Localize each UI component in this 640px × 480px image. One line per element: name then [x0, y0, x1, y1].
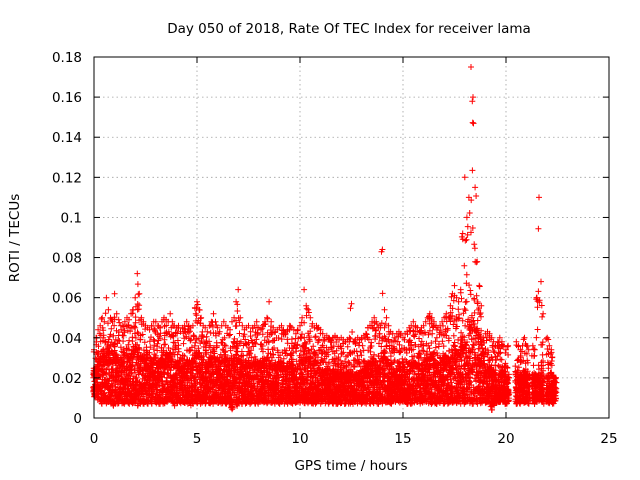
data-point — [134, 281, 141, 288]
data-point — [121, 318, 128, 325]
data-point — [120, 338, 127, 345]
data-point — [135, 344, 142, 351]
data-point — [167, 310, 174, 317]
data-point — [125, 341, 132, 348]
data-point — [359, 342, 366, 349]
data-point — [301, 286, 308, 293]
data-point — [141, 339, 148, 346]
data-point — [381, 306, 388, 313]
data-point — [99, 314, 106, 321]
data-point — [111, 322, 118, 329]
chart-title: Day 050 of 2018, Rate Of TEC Index for r… — [167, 21, 531, 37]
data-point — [233, 322, 240, 329]
data-point — [129, 338, 136, 345]
data-point — [110, 332, 117, 339]
data-point — [95, 343, 102, 350]
data-point — [94, 351, 101, 358]
data-point — [123, 345, 130, 352]
data-point — [235, 286, 242, 293]
data-point — [139, 367, 146, 374]
data-point — [136, 290, 143, 297]
data-point — [126, 316, 132, 323]
data-point — [349, 329, 356, 335]
data-point — [234, 301, 241, 308]
data-point — [312, 333, 319, 340]
data-point — [383, 314, 390, 321]
data-point — [234, 308, 241, 314]
data-point — [132, 314, 139, 321]
data-point — [298, 335, 305, 342]
data-point — [107, 342, 114, 349]
data-point — [264, 315, 271, 322]
data-point — [103, 294, 110, 301]
data-point — [105, 336, 112, 343]
data-point — [134, 301, 141, 307]
data-point — [266, 298, 273, 305]
data-point — [140, 318, 147, 325]
data-point — [119, 322, 126, 329]
data-point — [106, 333, 113, 340]
data-point — [132, 324, 139, 331]
data-points — [90, 64, 560, 413]
data-point — [124, 381, 131, 388]
data-point — [134, 329, 141, 336]
data-point — [105, 320, 111, 327]
data-point — [210, 310, 217, 317]
data-point — [120, 332, 127, 339]
data-point — [288, 336, 295, 343]
data-point — [136, 302, 143, 309]
data-point — [111, 343, 118, 350]
data-point — [132, 334, 139, 341]
data-point — [99, 324, 106, 331]
data-point — [105, 306, 112, 313]
data-point — [132, 294, 139, 301]
data-point — [132, 319, 139, 326]
data-point — [115, 316, 122, 323]
data-point — [126, 346, 132, 353]
data-point — [347, 305, 354, 312]
data-point — [192, 310, 199, 317]
data-point — [357, 348, 364, 355]
data-point — [101, 318, 108, 325]
data-point — [134, 341, 141, 348]
data-point — [131, 351, 138, 358]
data-point — [138, 314, 145, 321]
data-point — [100, 390, 107, 396]
data-point — [268, 318, 275, 325]
data-point — [113, 310, 120, 317]
data-point — [379, 290, 386, 297]
data-point — [111, 290, 118, 297]
data-point — [142, 387, 149, 394]
grid — [94, 57, 609, 418]
data-point — [98, 316, 105, 322]
data-point — [100, 332, 107, 339]
data-point — [102, 310, 109, 317]
data-point — [162, 341, 169, 348]
data-point — [127, 324, 134, 331]
data-point — [127, 362, 134, 369]
data-point — [194, 298, 200, 305]
data-point — [139, 331, 146, 338]
data-point — [130, 350, 137, 357]
data-point — [233, 298, 240, 305]
data-point — [287, 323, 294, 330]
data-point — [194, 301, 201, 308]
data-point — [108, 325, 115, 332]
data-point — [95, 326, 102, 333]
data-point — [99, 347, 106, 354]
data-point — [116, 319, 123, 326]
data-point — [348, 300, 355, 307]
data-point — [253, 336, 260, 343]
data-point — [119, 355, 126, 361]
data-point — [134, 270, 141, 277]
data-point — [212, 318, 219, 325]
